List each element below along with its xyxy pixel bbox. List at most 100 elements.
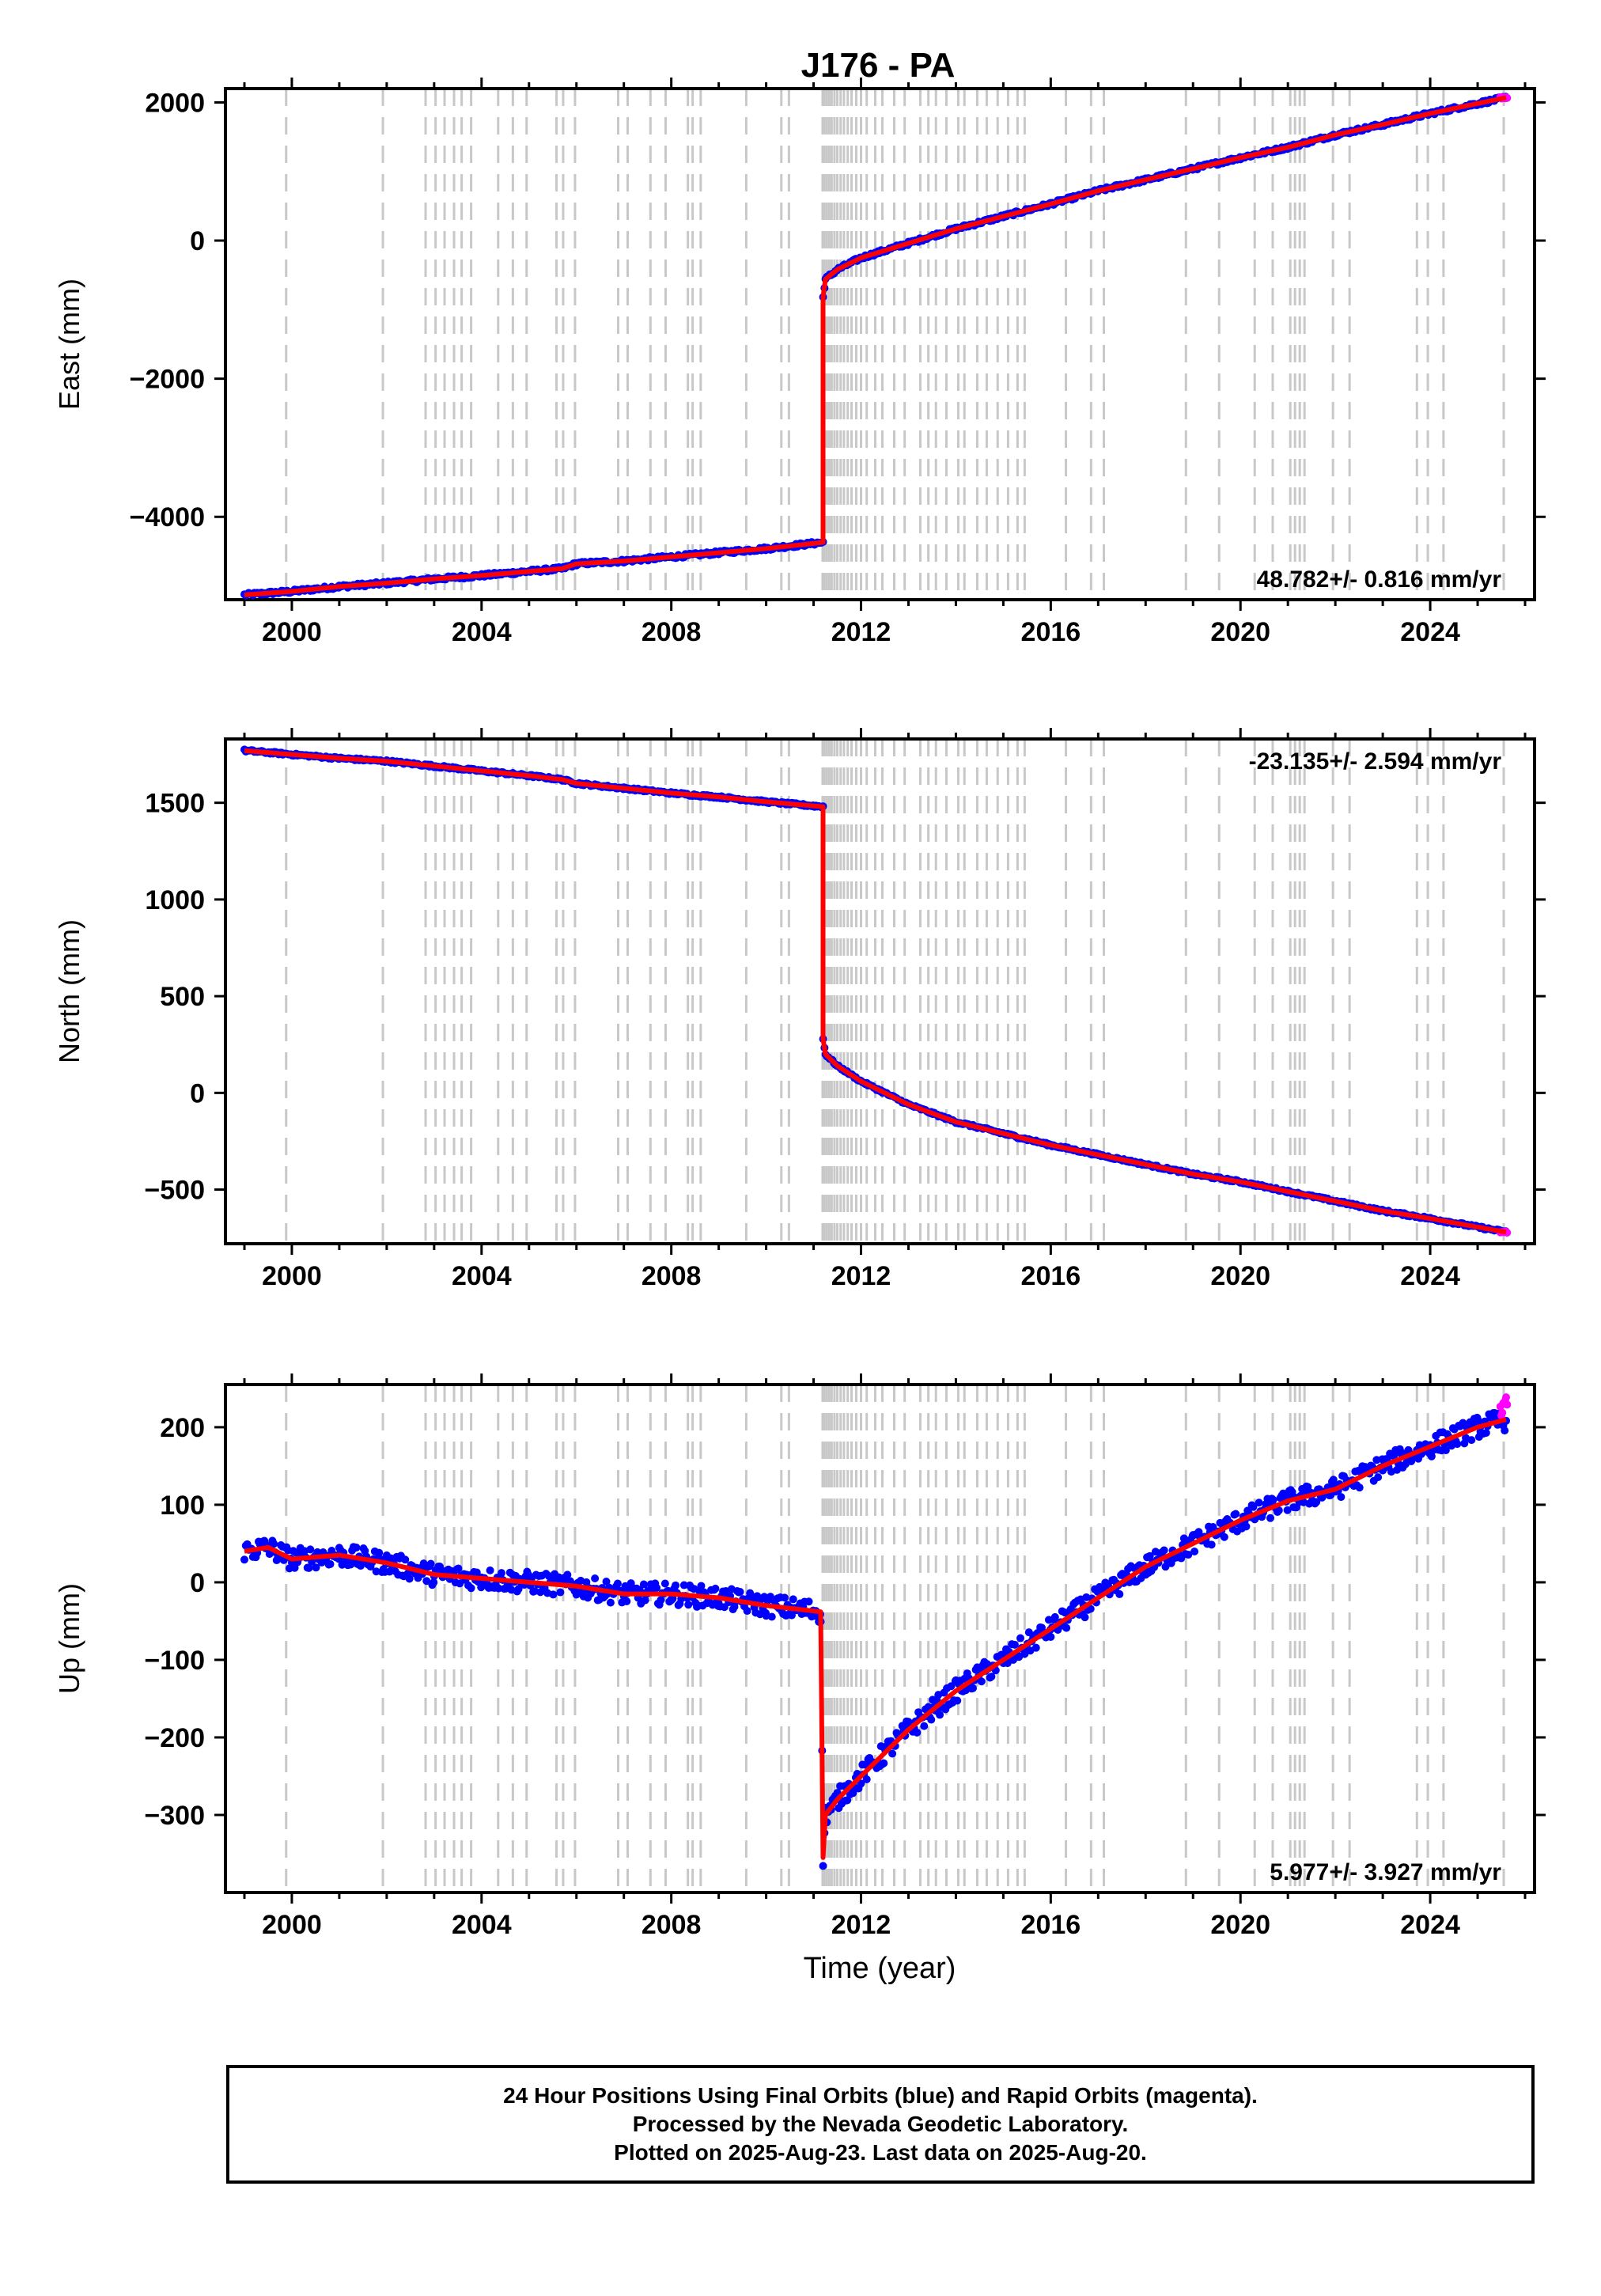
data-point — [486, 1566, 494, 1574]
data-point — [405, 1574, 414, 1583]
series-rapid-orbits — [1496, 1393, 1512, 1419]
y-tick-label: 1500 — [145, 789, 205, 819]
x-tick-label: 2008 — [642, 617, 702, 647]
data-point — [1312, 1498, 1321, 1506]
y-tick-label: −100 — [144, 1646, 205, 1676]
data-point — [1062, 1623, 1071, 1632]
x-tick-label: 2000 — [262, 1910, 322, 1940]
x-tick-label: 2000 — [262, 617, 322, 647]
x-tick-label: 2024 — [1400, 617, 1460, 647]
data-point — [969, 1684, 978, 1692]
x-tick-label: 2012 — [831, 1910, 891, 1940]
data-point — [767, 1612, 776, 1621]
y-axis-label: Up (mm) — [53, 1583, 85, 1694]
panel-1: 2000 2004 2008 2012 2016 2020 2024 −4000 −2000 0 2… — [53, 78, 1546, 647]
data-point — [1207, 1540, 1216, 1549]
data-point — [888, 1749, 897, 1758]
data-point — [913, 1728, 922, 1737]
data-point — [312, 1563, 320, 1572]
data-point — [953, 1696, 962, 1705]
data-point — [270, 1540, 278, 1548]
data-point — [1031, 1643, 1040, 1652]
data-point — [582, 1578, 591, 1586]
data-point — [1441, 1446, 1450, 1455]
x-tick-label: 2016 — [1021, 1910, 1081, 1940]
data-point — [987, 1673, 996, 1681]
data-point — [1467, 1436, 1476, 1445]
caption-box: 24 Hour Positions Using Final Orbits (bl… — [226, 2065, 1535, 2184]
data-point — [927, 1715, 936, 1724]
y-tick-label: −4000 — [130, 502, 206, 532]
data-point — [1427, 1452, 1436, 1461]
data-point — [1249, 1502, 1258, 1511]
data-point — [549, 1590, 558, 1599]
data-point — [1501, 1426, 1509, 1435]
plot-frame — [224, 87, 1536, 601]
data-point — [426, 1559, 435, 1568]
data-point — [653, 1583, 661, 1592]
data-point — [1242, 1522, 1251, 1531]
data-point-rapid — [1498, 1408, 1507, 1417]
data-point — [1047, 1632, 1055, 1641]
data-point — [372, 1567, 380, 1576]
data-point — [672, 1581, 680, 1589]
y-tick-label: 2000 — [145, 88, 205, 118]
data-point — [401, 1555, 410, 1564]
data-point — [1482, 1429, 1490, 1438]
data-point — [1329, 1476, 1338, 1484]
data-point — [591, 1574, 600, 1583]
data-point — [1086, 1605, 1095, 1613]
data-point — [240, 1555, 248, 1564]
data-point — [326, 1559, 335, 1568]
model-fit-line — [244, 95, 1507, 597]
y-tick-label: −2000 — [130, 365, 206, 395]
data-point — [936, 1711, 944, 1719]
y-tick-label: −300 — [144, 1801, 205, 1831]
x-tick-label: 2016 — [1021, 617, 1081, 647]
data-point — [494, 1584, 503, 1593]
data-point-rapid — [1502, 1393, 1511, 1402]
y-tick-label: 0 — [190, 1568, 205, 1598]
panel-3: 2000 2004 2008 2012 2016 2020 2024−300−200−100… — [53, 1373, 1546, 1940]
data-point — [606, 1598, 615, 1607]
data-point — [843, 1796, 852, 1805]
x-tick-label: 2004 — [452, 1910, 512, 1940]
caption-line-3: Plotted on 2025-Aug-23. Last data on 202… — [614, 2140, 1147, 2165]
x-tick-label: 2004 — [452, 1261, 512, 1291]
x-tick-label: 2012 — [831, 617, 891, 647]
data-point — [857, 1779, 865, 1788]
data-point — [1274, 1506, 1283, 1514]
series-final-orbits — [240, 1408, 1511, 1870]
data-point — [641, 1596, 649, 1605]
data-point — [1145, 1552, 1154, 1560]
data-point — [1160, 1546, 1168, 1555]
x-tick-label: 2012 — [831, 1261, 891, 1291]
x-axis-label: Time (year) — [804, 1952, 956, 1985]
x-tick-label: 2024 — [1400, 1261, 1460, 1291]
panel-2: 2000 2004 2008 2012 2016 2020 2024 −500 0 500 1000… — [53, 728, 1546, 1291]
panels: 2000 2004 2008 2012 2016 2020 2024−4000−200002… — [53, 78, 1546, 1985]
data-point — [920, 1722, 929, 1730]
data-point — [1255, 1498, 1263, 1507]
data-point — [1050, 1612, 1059, 1621]
data-point — [789, 1595, 797, 1604]
data-point — [639, 1580, 648, 1589]
data-point — [1269, 1495, 1277, 1504]
data-point — [1474, 1415, 1482, 1423]
data-point — [747, 1592, 755, 1601]
data-point — [862, 1775, 871, 1783]
data-point — [711, 1584, 720, 1593]
y-tick-label: 500 — [160, 982, 205, 1012]
data-point — [623, 1597, 631, 1605]
data-point — [1220, 1533, 1228, 1541]
data-point — [977, 1677, 986, 1686]
chart-title: J176 - PA — [801, 46, 956, 85]
y-tick-label: 200 — [160, 1413, 205, 1443]
y-tick-label: 100 — [160, 1491, 205, 1521]
x-tick-label: 2008 — [642, 1910, 702, 1940]
data-point — [1232, 1510, 1240, 1518]
data-point — [880, 1759, 888, 1767]
y-tick-label: −200 — [144, 1723, 205, 1753]
data-point — [697, 1582, 706, 1590]
model-fit-line — [244, 1417, 1507, 1860]
